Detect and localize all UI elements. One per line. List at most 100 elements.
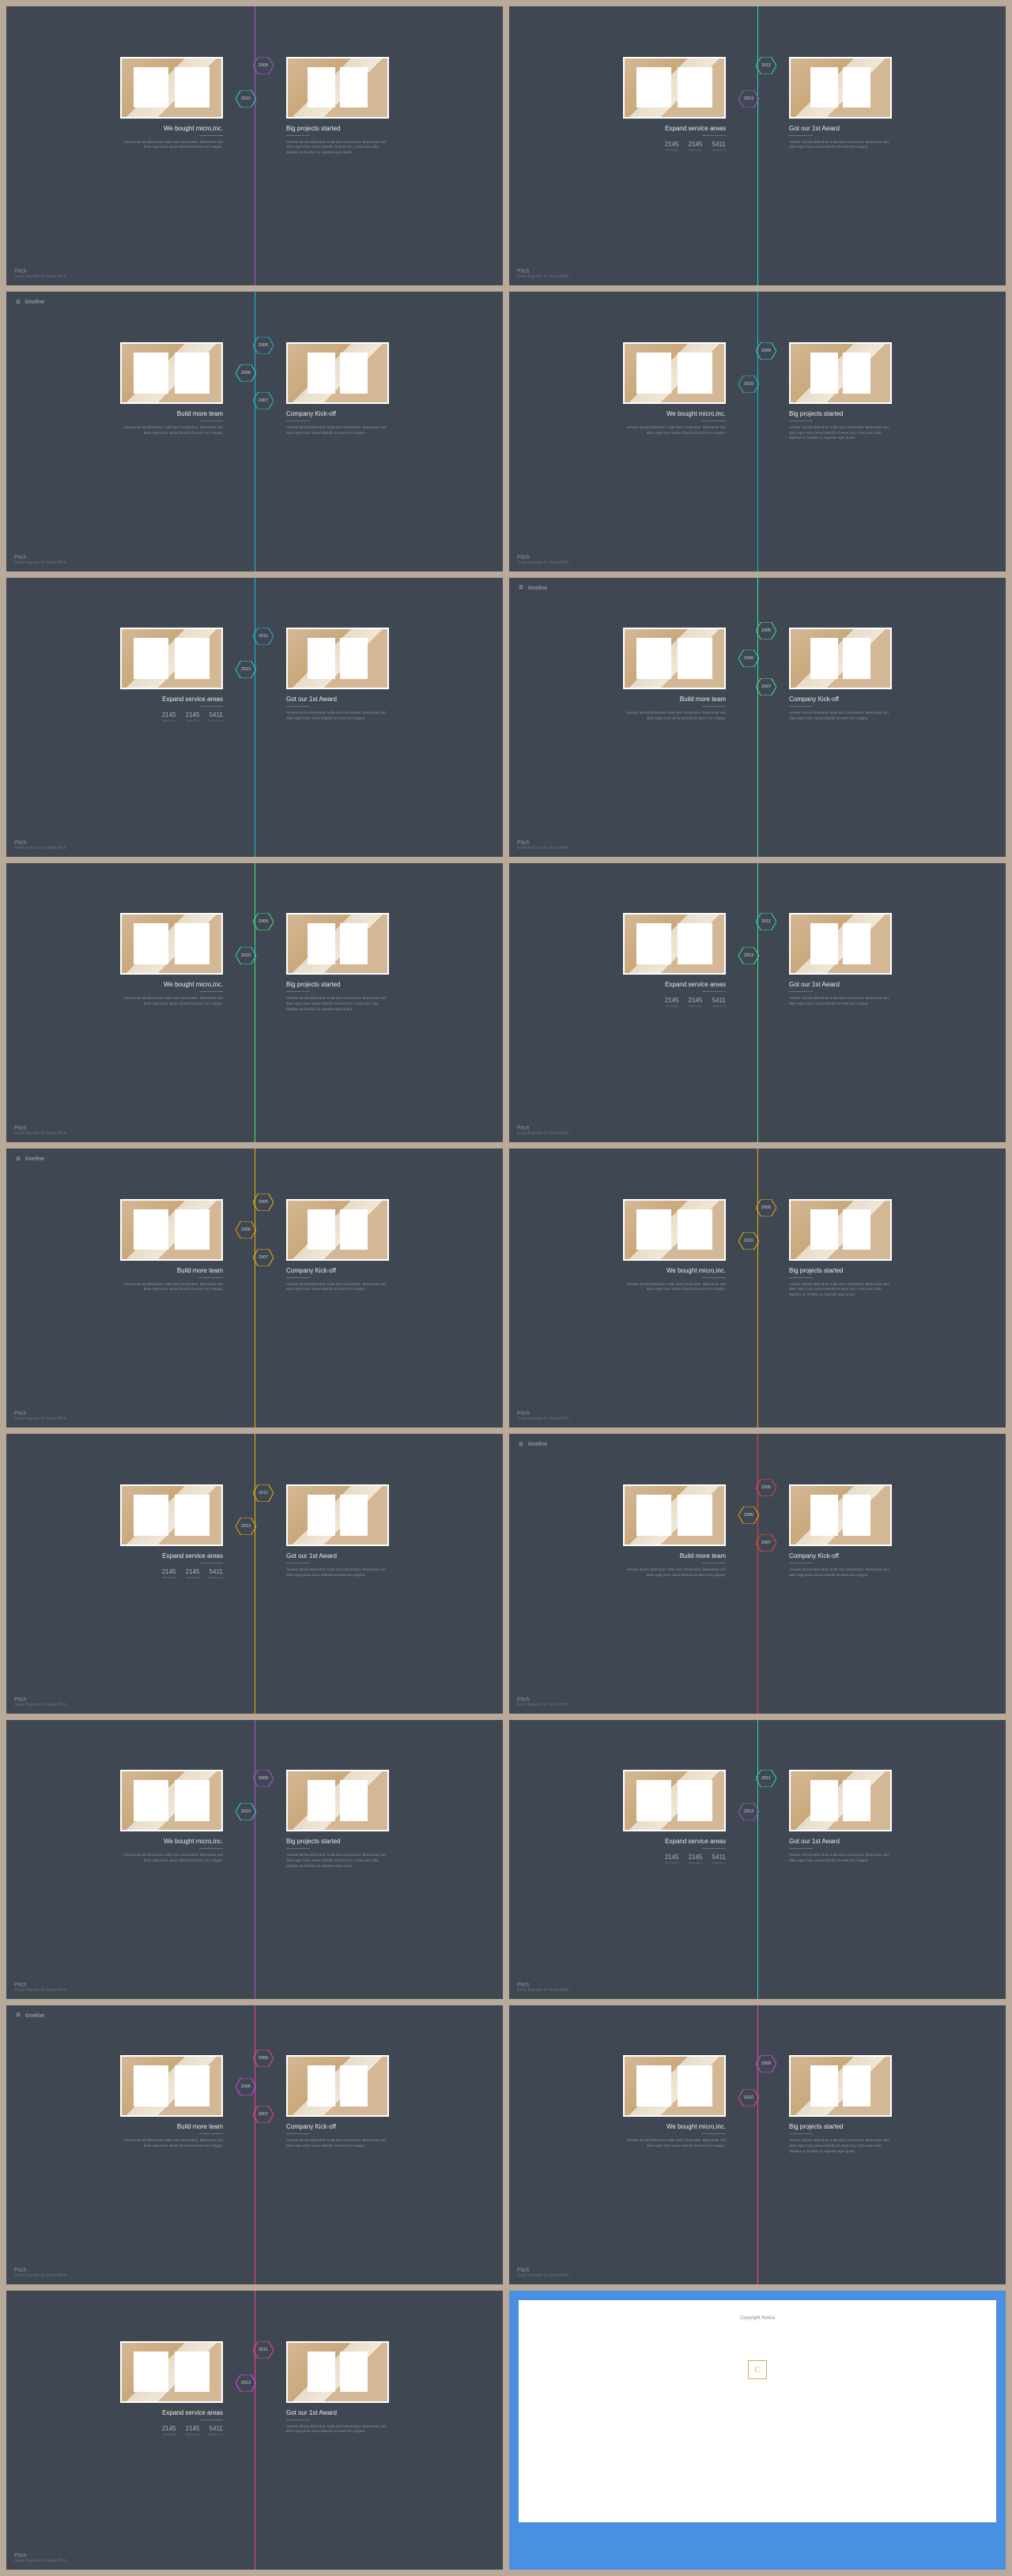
slide-photo [120,1199,223,1261]
slide-photo [623,342,726,404]
right-column: Big projects started Aenean lacinia bibe… [255,1770,503,1943]
slide-footer: Pitch Good Keynote for Great Pitch. [14,840,67,850]
stat-value: 2145 [689,1854,703,1861]
left-column: We bought micro,inc. Aenean lacinia bibe… [509,1199,757,1372]
slide-content: We bought micro,inc. Aenean lacinia bibe… [6,57,503,230]
stats-row: 2145bibendum 2145bibendum 5411bibendum [162,1568,223,1579]
divider [199,2133,223,2134]
right-column: Big projects started Aenean lacinia bibe… [757,2055,1006,2228]
left-column: We bought micro,inc. Aenean lacinia bibe… [509,342,757,515]
slide-header: timeline [16,1156,44,1162]
footer-tagline: Good Keynote for Great Pitch. [14,1703,67,1707]
footer-brand: Pitch [517,555,570,560]
slide-photo [789,57,892,119]
body-text: Aenean lacinia bibendum nulla sed consec… [623,1567,726,1578]
body-text: Aenean lacinia bibendum nulla sed consec… [789,1567,892,1578]
stat-label: bibendum [186,1575,200,1579]
footer-tagline: Good Keynote for Great Pitch. [517,1131,570,1136]
footer-tagline: Good Keynote for Great Pitch. [14,274,67,279]
header-label: timeline [25,1156,44,1162]
stat-value: 2145 [186,2425,200,2432]
footer-tagline: Good Keynote for Great Pitch. [517,846,570,850]
section-title: Company Kick-off [789,696,839,703]
right-column: Big projects started Aenean lacinia bibe… [757,342,1006,515]
stats-row: 2145bibendum 2145bibendum 5411bibendum [162,711,223,722]
stat-label: bibendum [162,1575,176,1579]
slide-content: Expand service areas 2145bibendum 2145bi… [509,57,1006,230]
left-column: Build more team Aenean lacinia bibendum … [509,1484,757,1658]
footer-tagline: Good Keynote for Great Pitch. [14,2559,67,2563]
stat-label: bibendum [186,2432,200,2436]
footer-tagline: Good Keynote for Great Pitch. [517,1988,570,1993]
stat-label: bibendum [209,718,223,722]
body-text: Aenean lacinia bibendum nulla sed consec… [286,425,389,436]
stats-row: 2145bibendum 2145bibendum 5411bibendum [162,2425,223,2436]
body-text: Aenean lacinia bibendum nulla sed consec… [120,1853,223,1864]
left-column: Expand service areas 2145bibendum 2145bi… [509,1770,757,1943]
footer-tagline: Good Keynote for Great Pitch. [517,1703,570,1707]
slide-content: Build more team Aenean lacinia bibendum … [6,342,503,515]
copyright-text: Copyright Notice [740,2316,775,2321]
section-title: Build more team [680,696,726,703]
slide-content: Expand service areas 2145bibendum 2145bi… [6,628,503,801]
section-title: Expand service areas [162,696,223,703]
section-title: Got our 1st Award [789,1838,840,1845]
slide-photo [789,628,892,689]
divider [286,706,310,707]
stat-value: 2145 [665,997,679,1004]
left-column: Expand service areas 2145bibendum 2145bi… [6,628,255,801]
slide-photo [120,342,223,404]
slide-photo [623,1199,726,1261]
divider [199,1848,223,1849]
footer-tagline: Good Keynote for Great Pitch. [14,560,67,565]
stat-label: bibendum [689,148,703,152]
slide-footer: Pitch Good Keynote for Great Pitch. [517,2268,570,2278]
right-column: Company Kick-off Aenean lacinia bibendum… [255,1199,503,1372]
menu-icon [519,1443,525,1447]
slide-content: Expand service areas 2145bibendum 2145bi… [6,1484,503,1658]
slide-footer: Pitch Good Keynote for Great Pitch. [14,555,67,565]
stat-label: bibendum [712,1004,726,1008]
section-title: We bought micro,inc. [164,981,223,988]
body-text: Aenean lacinia bibendum nulla sed consec… [120,425,223,436]
stat-value: 2145 [665,141,679,148]
left-column: We bought micro,inc. Aenean lacinia bibe… [6,57,255,230]
slide-photo [789,2055,892,2117]
section-title: Company Kick-off [789,1552,839,1560]
timeline-slide: 2009 2010 We bought micro,inc. Aenean la… [6,863,503,1142]
right-column: Got our 1st Award Aenean lacinia bibendu… [757,913,1006,1086]
section-title: Big projects started [789,2123,843,2130]
stat-value: 5411 [712,1854,726,1861]
slide-photo [623,1484,726,1546]
stat-value: 2145 [665,1854,679,1861]
timeline-slide: 2009 2010 We bought micro,inc. Aenean la… [509,292,1006,571]
slide-footer: Pitch Good Keynote for Great Pitch. [14,2553,67,2563]
section-title: Got our 1st Award [789,125,840,132]
left-column: Expand service areas 2145bibendum 2145bi… [509,57,757,230]
timeline-slide: timeline 2005 2006 2007 Build more team … [6,1148,503,1428]
body-text: Aenean lacinia bibendum nulla sed consec… [789,2138,892,2154]
footer-brand: Pitch [517,1697,570,1703]
slide-content: Expand service areas 2145bibendum 2145bi… [509,1770,1006,1943]
stat-label: bibendum [712,1861,726,1865]
slide-photo [120,57,223,119]
section-title: Big projects started [286,1838,340,1845]
stat-label: bibendum [689,1861,703,1865]
slide-photo [120,2055,223,2117]
right-column: Company Kick-off Aenean lacinia bibendum… [255,342,503,515]
slide-photo [789,342,892,404]
footer-brand: Pitch [14,2553,67,2559]
section-title: We bought micro,inc. [666,1267,726,1274]
copyright-slide: Copyright Notice C [509,2291,1006,2570]
stat-value: 2145 [162,2425,176,2432]
footer-tagline: Good Keynote for Great Pitch. [517,2273,570,2278]
right-column: Company Kick-off Aenean lacinia bibendum… [757,628,1006,801]
footer-brand: Pitch [14,2268,67,2273]
divider [286,2133,310,2134]
body-text: Aenean lacinia bibendum nulla sed consec… [120,996,223,1007]
stat-value: 5411 [209,2425,223,2432]
slide-photo [623,2055,726,2117]
slide-photo [120,2341,223,2403]
slide-photo [120,1770,223,1831]
slide-photo [120,628,223,689]
